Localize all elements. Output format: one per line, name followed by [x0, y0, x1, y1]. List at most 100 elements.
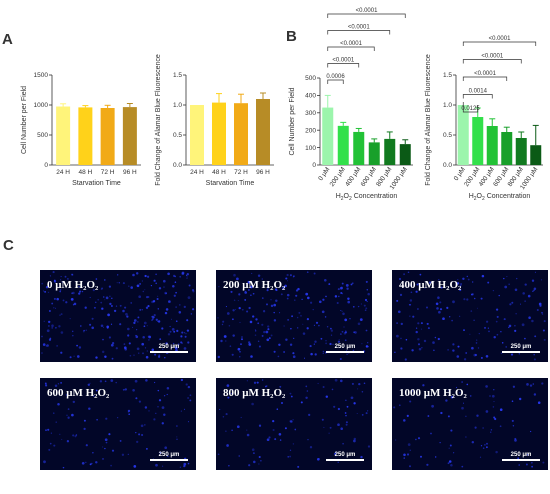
nucleus	[448, 389, 450, 391]
nucleus	[354, 331, 357, 334]
nucleus	[110, 323, 113, 325]
nucleus	[533, 287, 537, 291]
nucleus	[256, 381, 259, 384]
nucleus	[463, 358, 467, 361]
nucleus	[459, 392, 461, 394]
p-value-label: <0.0001	[340, 41, 363, 47]
nucleus	[321, 310, 325, 314]
nucleus	[350, 396, 354, 400]
nucleus	[266, 385, 268, 387]
nucleus	[175, 306, 177, 308]
nucleus	[165, 342, 168, 345]
nucleus	[93, 306, 96, 309]
bar	[234, 103, 248, 165]
nucleus	[476, 307, 478, 309]
nucleus	[135, 397, 138, 400]
nucleus	[398, 277, 402, 281]
nucleus	[174, 275, 177, 278]
micrograph-label: 0 μM H₂O₂	[47, 279, 99, 291]
nucleus	[439, 301, 442, 304]
nucleus	[78, 346, 82, 349]
nucleus	[183, 305, 186, 309]
nucleus	[186, 319, 189, 322]
nucleus	[514, 439, 517, 442]
nucleus	[217, 317, 219, 319]
nucleus	[43, 320, 45, 322]
nucleus	[139, 308, 142, 311]
nucleus	[122, 309, 125, 313]
nucleus	[500, 352, 503, 355]
nucleus	[529, 384, 533, 387]
nucleus	[56, 297, 59, 301]
nucleus	[364, 298, 368, 302]
y-axis-label: Fold Change of Alamar Blue Fluorescence	[155, 54, 162, 186]
nucleus	[152, 299, 156, 303]
nucleus	[258, 424, 262, 427]
nucleus	[339, 286, 343, 290]
nucleus	[495, 320, 498, 323]
nucleus	[128, 413, 131, 416]
nucleus	[484, 444, 486, 446]
nucleus	[168, 300, 171, 303]
nucleus	[322, 350, 325, 353]
scale-bar-label: 250 μm	[335, 452, 356, 458]
nucleus	[57, 383, 60, 385]
nucleus	[474, 426, 477, 429]
nucleus	[326, 326, 329, 328]
nucleus	[60, 351, 63, 354]
nucleus	[228, 324, 231, 327]
nucleus	[146, 325, 148, 327]
nucleus	[188, 284, 191, 287]
nucleus	[353, 437, 357, 441]
nucleus	[517, 457, 520, 460]
nucleus	[463, 329, 465, 332]
y-axis-label: Fold Change of Alamar Blue Fluorescence	[425, 54, 432, 186]
nucleus	[58, 286, 61, 288]
nucleus	[83, 419, 86, 422]
nuclei-layer	[217, 271, 370, 361]
nucleus	[543, 320, 546, 323]
nucleus	[308, 413, 311, 417]
bar	[472, 117, 484, 165]
nucleus	[313, 272, 316, 275]
nucleus	[289, 343, 293, 346]
nucleus	[417, 338, 420, 341]
nucleus	[173, 330, 176, 333]
nucleus	[151, 348, 155, 352]
nucleus	[244, 298, 247, 301]
nucleus	[289, 274, 292, 277]
nucleus	[159, 338, 162, 341]
x-tick-label: 96 H	[123, 169, 137, 176]
nucleus	[461, 406, 464, 410]
nucleus	[509, 303, 512, 306]
p-value-label: <0.0001	[481, 54, 504, 60]
nucleus	[241, 338, 243, 341]
nucleus	[136, 321, 139, 323]
nucleus	[294, 428, 297, 431]
nucleus	[452, 343, 455, 346]
nucleus	[60, 276, 62, 278]
nucleus	[180, 341, 183, 344]
nucleus	[166, 393, 168, 396]
nucleus	[514, 288, 518, 292]
p-value-label: <0.0001	[489, 36, 512, 42]
nucleus	[167, 333, 171, 336]
bar	[56, 106, 71, 165]
y-axis-label: Cell Number per Field	[289, 87, 296, 155]
nucleus	[104, 447, 106, 450]
nucleus	[452, 349, 455, 352]
nucleus	[57, 402, 60, 406]
nucleus	[484, 326, 486, 329]
nucleus	[495, 450, 498, 454]
p-value-label: 0.0006	[326, 74, 345, 80]
nucleus	[360, 303, 362, 305]
bar	[368, 142, 380, 165]
nucleus	[277, 355, 280, 358]
nucleus	[442, 317, 445, 321]
nucleus	[142, 352, 144, 355]
nucleus	[260, 459, 262, 462]
nucleus	[344, 339, 347, 342]
nucleus	[229, 345, 232, 347]
nucleus	[153, 313, 156, 317]
nucleus	[337, 288, 340, 291]
